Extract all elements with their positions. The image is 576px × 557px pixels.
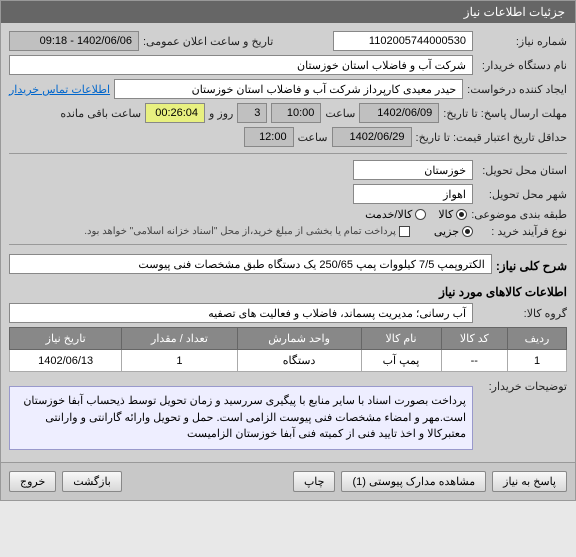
radio-icon	[462, 226, 473, 237]
time-label-2: ساعت	[298, 131, 328, 144]
public-date-field: 1402/06/06 - 09:18	[9, 31, 139, 51]
validity-label: حداقل تاریخ اعتبار قیمت: تا تاریخ:	[416, 131, 567, 144]
table-row[interactable]: 1 -- پمپ آب دستگاه 1 1402/06/13	[10, 350, 567, 372]
request-creator-label: ایجاد کننده درخواست:	[467, 83, 567, 96]
days-field: 3	[237, 103, 267, 123]
panel-title: جزئیات اطلاعات نیاز	[464, 5, 565, 19]
summary-field: الکتروپمپ 7/5 کیلووات پمپ 250/65 یک دستگ…	[9, 254, 492, 274]
cell-date: 1402/06/13	[10, 350, 122, 372]
process-partial-label: جزیی	[434, 225, 459, 238]
panel-header: جزئیات اطلاعات نیاز	[1, 1, 575, 23]
divider	[9, 153, 567, 154]
validity-date-field: 1402/06/29	[332, 127, 412, 147]
deadline-date-field: 1402/06/09	[359, 103, 439, 123]
category-goods-label: کالا	[438, 208, 453, 221]
th-date: تاریخ نیاز	[10, 328, 122, 350]
city-field: اهواز	[353, 184, 473, 204]
process-partial-option[interactable]: جزیی	[434, 225, 473, 238]
items-section-title: اطلاعات کالاهای مورد نیاز	[9, 285, 567, 299]
cell-name: پمپ آب	[361, 350, 441, 372]
buyer-notes-box: پرداخت بصورت اسناد با سایر منابع با پیگی…	[9, 386, 473, 450]
group-label: گروه کالا:	[477, 307, 567, 320]
summary-label: شرح کلی نیاز:	[496, 259, 567, 273]
treasury-checkbox[interactable]: پرداخت تمام یا بخشی از مبلغ خرید،از محل …	[84, 226, 410, 237]
category-radio-group: کالا کالا/خدمت	[365, 208, 467, 221]
footer-bar: پاسخ به نیاز مشاهده مدارک پیوستی (1) چاپ…	[1, 462, 575, 500]
cell-unit: دستگاه	[237, 350, 361, 372]
th-code: کد کالا	[441, 328, 507, 350]
province-label: استان محل تحویل:	[477, 164, 567, 177]
province-field: خوزستان	[353, 160, 473, 180]
public-date-label: تاریخ و ساعت اعلان عمومی:	[143, 35, 273, 48]
form-body: شماره نیاز: 1102005744000530 تاریخ و ساع…	[1, 23, 575, 462]
th-row: ردیف	[508, 328, 567, 350]
radio-icon	[456, 209, 467, 220]
divider	[9, 244, 567, 245]
contact-link[interactable]: اطلاعات تماس خریدار	[9, 83, 110, 96]
respond-button[interactable]: پاسخ به نیاز	[492, 471, 567, 492]
buyer-notes-label: توضیحات خریدار:	[477, 380, 567, 393]
print-button[interactable]: چاپ	[293, 471, 336, 492]
th-qty: تعداد / مقدار	[122, 328, 237, 350]
need-number-label: شماره نیاز:	[477, 35, 567, 48]
process-radio-group: جزیی	[434, 225, 473, 238]
group-field: آب رسانی؛ مدیریت پسماند، فاضلاب و فعالیت…	[9, 303, 473, 323]
items-table: ردیف کد کالا نام کالا واحد شمارش تعداد /…	[9, 327, 567, 372]
attachments-button[interactable]: مشاهده مدارک پیوستی (1)	[341, 471, 486, 492]
main-panel: جزئیات اطلاعات نیاز شماره نیاز: 11020057…	[0, 0, 576, 501]
deadline-time-field: 10:00	[271, 103, 321, 123]
validity-time-field: 12:00	[244, 127, 294, 147]
checkbox-icon	[399, 226, 410, 237]
th-unit: واحد شمارش	[237, 328, 361, 350]
treasury-note: پرداخت تمام یا بخشی از مبلغ خرید،از محل …	[84, 226, 396, 237]
cell-row: 1	[508, 350, 567, 372]
th-name: نام کالا	[361, 328, 441, 350]
need-number-field: 1102005744000530	[333, 31, 473, 51]
process-label: نوع فرآیند خرید :	[477, 225, 567, 238]
deadline-label: مهلت ارسال پاسخ: تا تاریخ:	[443, 107, 567, 120]
countdown-field: 00:26:04	[145, 103, 205, 123]
remaining-label: ساعت باقی مانده	[60, 107, 141, 120]
buyer-name-field: شرکت آب و فاضلاب استان خوزستان	[9, 55, 473, 75]
category-label: طبقه بندی موضوعی:	[471, 208, 567, 221]
exit-button[interactable]: خروج	[9, 471, 56, 492]
category-goods-option[interactable]: کالا	[438, 208, 467, 221]
cell-code: --	[441, 350, 507, 372]
category-service-label: کالا/خدمت	[365, 208, 412, 221]
buyer-name-label: نام دستگاه خریدار:	[477, 59, 567, 72]
city-label: شهر محل تحویل:	[477, 188, 567, 201]
cell-qty: 1	[122, 350, 237, 372]
radio-icon	[415, 209, 426, 220]
time-label-1: ساعت	[325, 107, 355, 120]
table-header-row: ردیف کد کالا نام کالا واحد شمارش تعداد /…	[10, 328, 567, 350]
request-creator-field: حیدر معیدی کارپرداز شرکت آب و فاضلاب است…	[114, 79, 463, 99]
category-service-option[interactable]: کالا/خدمت	[365, 208, 426, 221]
days-label: روز و	[209, 107, 233, 120]
back-button[interactable]: بازگشت	[62, 471, 122, 492]
